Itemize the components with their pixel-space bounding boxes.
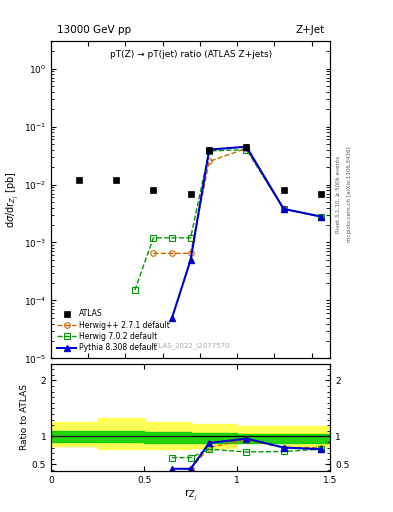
X-axis label: r$_{Z_j}$: r$_{Z_j}$	[184, 487, 197, 503]
Legend: ATLAS, Herwig++ 2.7.1 default, Herwig 7.0.2 default, Pythia 8.308 default: ATLAS, Herwig++ 2.7.1 default, Herwig 7.…	[55, 307, 173, 355]
Y-axis label: Ratio to ATLAS: Ratio to ATLAS	[20, 385, 29, 450]
Text: pT(Z) → pT(jet) ratio (ATLAS Z+jets): pT(Z) → pT(jet) ratio (ATLAS Z+jets)	[110, 51, 272, 59]
Text: Rivet 3.1.10, ≥ 500k events: Rivet 3.1.10, ≥ 500k events	[336, 156, 341, 233]
Text: Z+Jet: Z+Jet	[295, 25, 325, 35]
Y-axis label: d$\sigma$/dr$_{Z_j}$ [pb]: d$\sigma$/dr$_{Z_j}$ [pb]	[5, 172, 21, 228]
Text: mcplots.cern.ch [arXiv:1306.3436]: mcplots.cern.ch [arXiv:1306.3436]	[347, 147, 352, 242]
Text: ATLAS_2022_I2077570: ATLAS_2022_I2077570	[151, 342, 230, 349]
Text: 13000 GeV pp: 13000 GeV pp	[57, 25, 131, 35]
